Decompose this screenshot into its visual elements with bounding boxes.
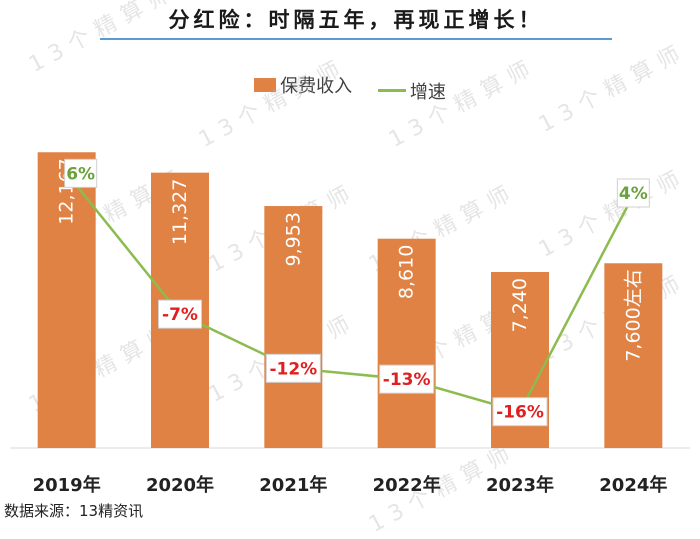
bar-value-label: 11,327 <box>169 179 191 245</box>
bar-value-label: 9,953 <box>282 212 304 266</box>
growth-label-box <box>616 178 650 208</box>
growth-value-label: 6% <box>66 164 95 184</box>
bar-value-label: 8,610 <box>396 245 418 299</box>
bar-2021年 <box>264 206 323 448</box>
growth-label-box <box>265 353 321 383</box>
bar-2022年 <box>377 238 436 448</box>
growth-label-box <box>158 299 202 329</box>
bar-value-label: 7,240 <box>509 278 531 332</box>
bar-value-label: 7,600左右 <box>622 269 644 361</box>
growth-value-label: 4% <box>619 184 648 204</box>
title-underline <box>100 38 612 40</box>
growth-value-label: -16% <box>496 403 544 423</box>
legend-line-swatch <box>377 89 406 92</box>
legend-label-premium: 保费收入 <box>280 76 353 97</box>
legend-item-growth: 增速 <box>377 78 446 104</box>
growth-value-label: -12% <box>269 359 317 379</box>
x-tick-label: 2022年 <box>373 474 441 496</box>
legend-item-premium: 保费收入 <box>254 72 352 98</box>
legend-label-growth: 增速 <box>409 81 446 103</box>
growth-label-box <box>492 397 548 427</box>
growth-label-box <box>379 364 435 394</box>
growth-value-label: -13% <box>383 370 431 390</box>
growth-label-box <box>64 158 98 188</box>
chart-title: 分红险：时隔五年，再现正增长！ <box>168 8 544 32</box>
bar-2019年 <box>37 152 96 449</box>
x-tick-label: 2021年 <box>259 474 327 496</box>
growth-line <box>65 172 635 414</box>
legend: 保费收入 增速 <box>0 72 700 103</box>
bar-2024年 <box>604 263 663 448</box>
x-tick-label: 2020年 <box>146 474 214 496</box>
growth-value-label: -7% <box>162 305 198 325</box>
x-tick-label: 2024年 <box>599 474 667 496</box>
legend-bar-swatch <box>254 78 277 92</box>
x-tick-label: 2019年 <box>33 474 101 496</box>
data-source-note: 数据来源：13精资讯 <box>4 502 144 520</box>
x-tick-label: 2023年 <box>486 474 554 496</box>
